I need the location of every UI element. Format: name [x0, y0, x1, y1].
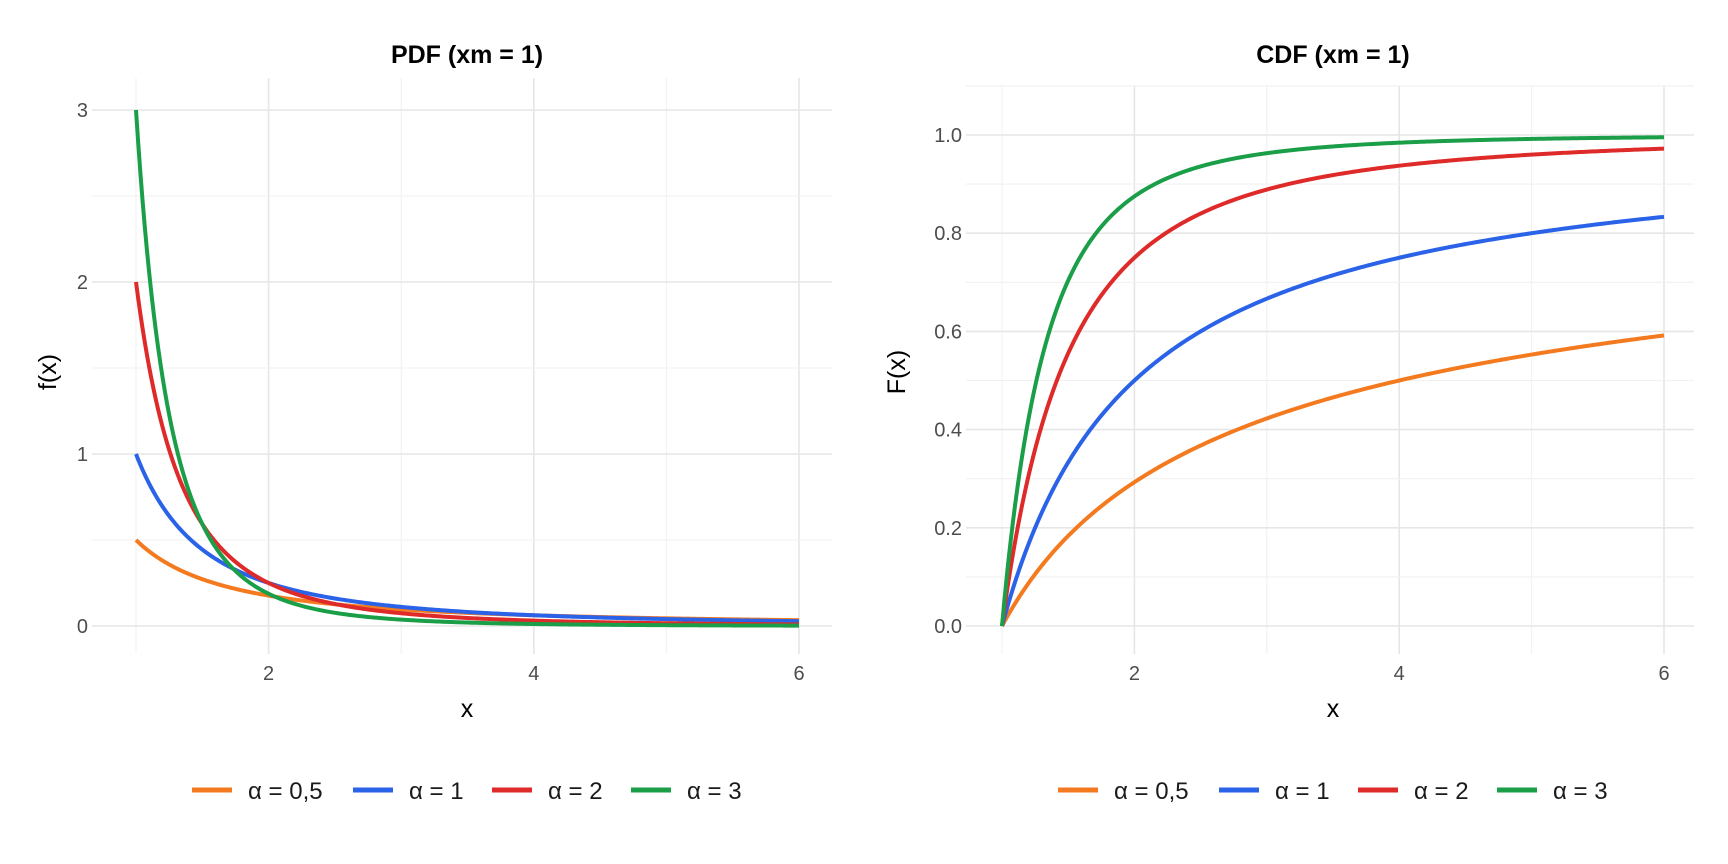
y-axis-title: F(x) — [883, 350, 911, 394]
series-line — [1000, 135, 1665, 627]
x-tick-label: 4 — [528, 663, 539, 685]
series-line — [134, 453, 800, 624]
legend-label: α = 1 — [409, 778, 464, 805]
series-lines — [134, 109, 800, 628]
legend-label: α = 3 — [687, 778, 742, 805]
legend-item: α = 2 — [492, 778, 603, 805]
legend-label: α = 1 — [1275, 778, 1330, 805]
legend-item: α = 3 — [1497, 778, 1608, 805]
legend-label: α = 3 — [1553, 778, 1608, 805]
legend-item: α = 1 — [1219, 778, 1330, 805]
chart-title: PDF (xm = 1) — [391, 41, 543, 69]
y-tick-label: 0.4 — [934, 420, 962, 442]
legend-item: α = 2 — [1358, 778, 1469, 805]
x-tick-label: 2 — [263, 663, 274, 685]
legend-label: α = 2 — [548, 778, 603, 805]
y-tick-label: 1 — [77, 444, 88, 466]
legend-item: α = 0,5 — [1058, 778, 1189, 805]
x-tick-label: 4 — [1394, 663, 1405, 685]
series-line — [134, 538, 800, 623]
y-tick-label: 0.6 — [934, 321, 962, 343]
series-line — [1000, 146, 1665, 627]
y-tick-label: 0.0 — [934, 616, 962, 638]
x-axis-title: x — [1327, 695, 1340, 723]
series-line — [1000, 333, 1665, 627]
grid — [92, 78, 832, 654]
y-tick-label: 1.0 — [934, 125, 962, 147]
x-tick-label: 2 — [1129, 663, 1140, 685]
y-tick-label: 0 — [77, 616, 88, 638]
legend-label: α = 2 — [1414, 778, 1469, 805]
chart-title: CDF (xm = 1) — [1256, 41, 1410, 69]
legend-item: α = 3 — [631, 778, 742, 805]
legend: α = 0,5 α = 1 α = 2 α = 3 — [1058, 778, 1608, 805]
y-tick-label: 0.8 — [934, 223, 962, 245]
y-tick-label: 2 — [77, 272, 88, 294]
y-tick-label: 0.2 — [934, 518, 962, 540]
legend-label: α = 0,5 — [248, 778, 323, 805]
grid — [966, 85, 1694, 654]
x-axis-title: x — [461, 695, 474, 723]
series-line — [1000, 214, 1665, 627]
series-lines — [1000, 135, 1665, 627]
cdf-panel: 2 4 6 0.0 0.2 0.4 0.6 0.8 1.0 CDF (xm = 1) x F(x) α … — [883, 41, 1694, 805]
legend-label: α = 0,5 — [1114, 778, 1189, 805]
y-tick-label: 3 — [77, 100, 88, 122]
x-tick-label: 6 — [793, 663, 804, 685]
legend: α = 0,5 α = 1 α = 2 α = 3 — [192, 778, 742, 805]
y-axis-title: f(x) — [34, 354, 62, 390]
legend-item: α = 0,5 — [192, 778, 323, 805]
x-tick-label: 6 — [1658, 663, 1669, 685]
series-line — [134, 109, 799, 628]
legend-item: α = 1 — [353, 778, 464, 805]
